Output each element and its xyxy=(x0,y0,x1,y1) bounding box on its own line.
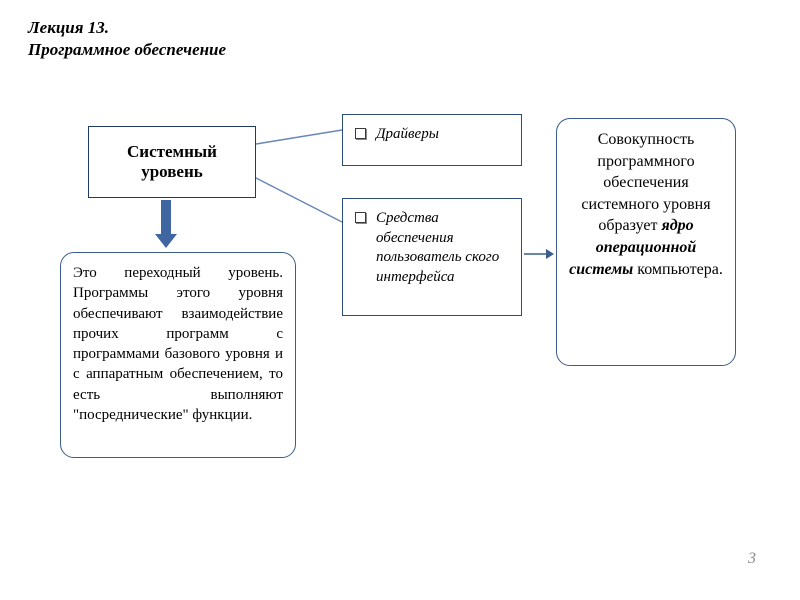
connector-line-ui xyxy=(256,178,342,222)
system-level-label-1: Системный xyxy=(127,142,217,162)
bullet-icon xyxy=(355,128,366,139)
arrow-right xyxy=(524,249,554,259)
lecture-title: Программное обеспечение xyxy=(28,40,226,60)
description-box: Это переходный уровень. Программы этого … xyxy=(60,252,296,458)
ui-tools-label: Средства обеспечения пользователь ского … xyxy=(376,209,509,287)
lecture-number: Лекция 13. xyxy=(28,18,109,38)
description-text: Это переходный уровень. Программы этого … xyxy=(73,265,283,423)
drivers-box: Драйверы xyxy=(342,114,522,166)
system-level-box: Системный уровень xyxy=(88,126,256,198)
ui-tools-box: Средства обеспечения пользователь ского … xyxy=(342,198,522,316)
connector-line-drivers xyxy=(256,130,342,144)
system-level-label-2: уровень xyxy=(141,162,203,182)
bullet-icon xyxy=(355,212,366,223)
arrow-down xyxy=(155,200,177,248)
page-number: 3 xyxy=(748,550,756,568)
kernel-post: компьютера. xyxy=(633,261,723,278)
drivers-label: Драйверы xyxy=(376,125,439,145)
kernel-box: Совокупность программного обеспечения си… xyxy=(556,118,736,366)
